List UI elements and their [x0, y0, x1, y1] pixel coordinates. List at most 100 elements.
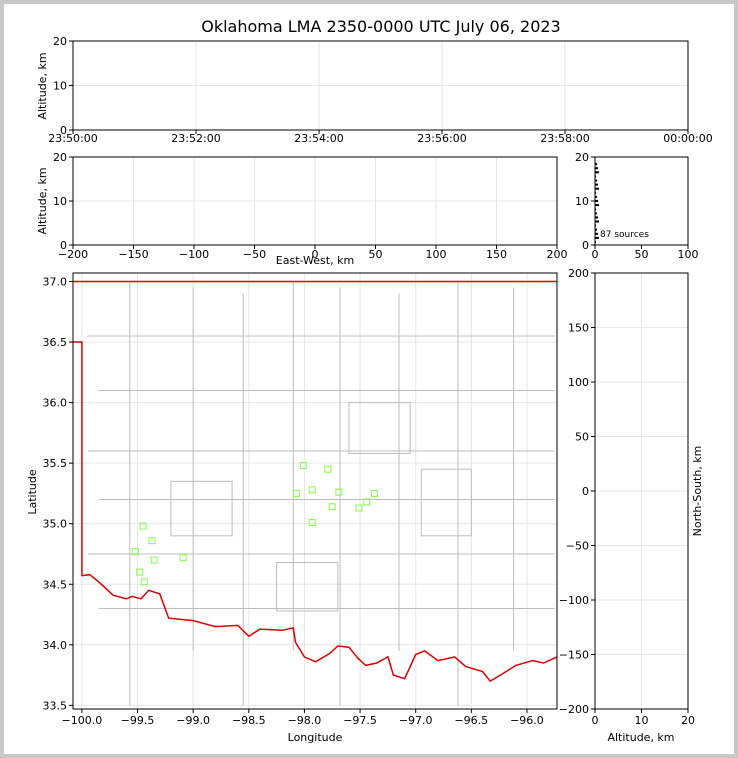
- hist-panel-ytick-label: 0: [582, 239, 589, 252]
- source-point: [328, 503, 336, 511]
- chart-title: Oklahoma LMA 2350-0000 UTC July 06, 2023: [201, 17, 561, 36]
- hist-bar: [595, 220, 599, 223]
- hist-bar: [595, 200, 598, 202]
- hist-bar: [595, 187, 599, 190]
- map-xtick-label: −96.5: [454, 714, 488, 727]
- ew-panel-xtick-label: 50: [369, 248, 383, 261]
- hist-panel-xtick-label: 50: [635, 248, 649, 261]
- state-border-red-river: [81, 573, 558, 683]
- ew-panel-xtick-label: 200: [547, 248, 568, 261]
- ew-panel-xtick-label: −50: [243, 248, 266, 261]
- source-point: [335, 488, 343, 496]
- map-xtick-label: −97.5: [343, 714, 377, 727]
- source-point: [363, 498, 371, 506]
- ns-panel-ytick-label: 200: [568, 267, 589, 280]
- hist-bar: [595, 163, 597, 166]
- ew-xlabel: East-West, km: [276, 254, 354, 267]
- map-xtick-label: −98.0: [288, 714, 322, 727]
- hist-bar: [595, 195, 597, 198]
- source-point: [179, 554, 187, 562]
- hist-bar: [595, 175, 596, 178]
- ns-panel-ytick-label: 0: [582, 485, 589, 498]
- ns-panel-xtick-label: 0: [592, 714, 599, 727]
- source-point: [140, 578, 148, 586]
- hist-bar: [595, 179, 597, 182]
- hist-panel-xtick-label: 100: [678, 248, 699, 261]
- map-xtick-label: −97.0: [399, 714, 433, 727]
- hist-bar: [595, 208, 596, 211]
- ew-panel-ytick-label: 10: [53, 195, 67, 208]
- hist-panel-ytick-label: 20: [575, 151, 589, 164]
- hist-bar: [595, 204, 599, 207]
- ns-panel-ytick-label: −50: [566, 540, 589, 553]
- source-point: [136, 568, 144, 576]
- map-panel-frame: [72, 272, 558, 710]
- hist-bar: [595, 183, 598, 186]
- ns-ylabel: North-South, km: [691, 446, 704, 537]
- ew-panel-ytick-label: 0: [60, 239, 67, 252]
- ew-panel-xtick-label: 150: [486, 248, 507, 261]
- hist-bar: [595, 241, 596, 243]
- ns-panel-ytick-label: −100: [559, 594, 589, 607]
- hist-panel-ytick-label: 10: [575, 195, 589, 208]
- ns-panel-ytick-label: 150: [568, 322, 589, 335]
- source-point: [139, 522, 147, 530]
- time-panel-xtick-label: 23:52:00: [171, 132, 220, 145]
- ns-panel-ytick-label: 50: [575, 431, 589, 444]
- ns-panel-ytick-label: −150: [559, 649, 589, 662]
- map-xtick-label: −99.0: [176, 714, 210, 727]
- hist-bar: [595, 216, 598, 219]
- ns-xlabel: Altitude, km: [607, 731, 674, 744]
- ew-panel-ytick-label: 20: [53, 151, 67, 164]
- county-outline: [276, 561, 339, 612]
- time-panel-ytick-label: 0: [60, 124, 67, 137]
- time-panel-xtick-label: 23:58:00: [540, 132, 589, 145]
- time-panel-xtick-label: 23:50:00: [48, 132, 97, 145]
- source-point: [324, 465, 332, 473]
- map-ylabel: Latitude: [26, 469, 39, 515]
- ns-panel-xtick-label: 10: [635, 714, 649, 727]
- county-outline: [170, 480, 233, 537]
- hist-bar: [595, 167, 598, 170]
- map-ytick-label: 33.5: [43, 699, 68, 712]
- source-point: [150, 556, 158, 564]
- map-ytick-label: 37.0: [43, 275, 68, 288]
- source-count-annotation: 87 sources: [600, 230, 649, 240]
- ew-panel-xtick-label: −100: [179, 248, 209, 261]
- source-point: [293, 489, 301, 497]
- map-ytick-label: 36.5: [43, 336, 68, 349]
- map-ytick-label: 35.5: [43, 457, 68, 470]
- source-point: [308, 518, 316, 526]
- figure-frame: [4, 4, 734, 754]
- ns-panel-ytick-label: −200: [559, 703, 589, 716]
- time-panel-ytick-label: 10: [53, 80, 67, 93]
- source-point: [355, 504, 363, 512]
- time-panel-ytick-label: 20: [53, 35, 67, 48]
- ew-panel-xtick-label: −200: [58, 248, 88, 261]
- map-xtick-label: −98.5: [232, 714, 266, 727]
- map-ytick-label: 36.0: [43, 397, 68, 410]
- hist-bar: [595, 228, 597, 231]
- time-panel-xtick-label: 23:54:00: [294, 132, 343, 145]
- time-panel-xtick-label: 00:00:00: [663, 132, 712, 145]
- time-panel-xtick-label: 23:56:00: [417, 132, 466, 145]
- source-point: [299, 462, 307, 470]
- ns-panel-frame: [594, 272, 689, 710]
- hist-bar: [595, 224, 596, 227]
- ew-panel-xtick-label: 0: [312, 248, 319, 261]
- map-ytick-label: 34.5: [43, 578, 68, 591]
- ew-panel-frame: [72, 156, 558, 246]
- map-xtick-label: −96.0: [510, 714, 544, 727]
- source-point: [131, 548, 139, 556]
- source-point: [148, 537, 156, 545]
- hist-panel-xtick-label: 0: [592, 248, 599, 261]
- map-xlabel: Longitude: [288, 731, 343, 744]
- hist-bar: [595, 171, 599, 174]
- state-border-west: [73, 341, 83, 576]
- county-outline: [348, 402, 411, 454]
- time-panel-frame: [72, 40, 689, 131]
- hist-bar: [595, 191, 596, 194]
- ew-panel-xtick-label: −150: [118, 248, 148, 261]
- map-ytick-label: 35.0: [43, 518, 68, 531]
